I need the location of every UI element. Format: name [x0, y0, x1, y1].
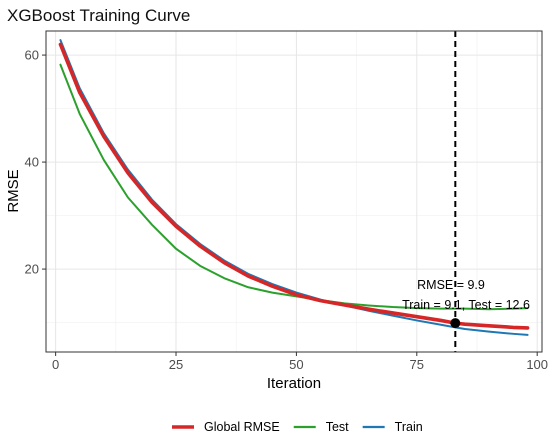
- chart-title: XGBoost Training Curve: [7, 6, 190, 25]
- x-axis-title: Iteration: [267, 375, 321, 392]
- y-axis-title: RMSE: [5, 169, 22, 212]
- x-tick-label: 75: [410, 357, 424, 372]
- legend-label-train: Train: [395, 420, 423, 434]
- axis-ticks: 0 25 50 75 100 20 40 60: [25, 48, 549, 372]
- legend: Global RMSE Test Train: [172, 420, 423, 434]
- y-tick-label: 60: [25, 48, 39, 63]
- annotation-train-test: Train = 9.1, Test = 12.6: [402, 298, 530, 312]
- series-line-test: [59, 63, 529, 311]
- legend-label-test: Test: [326, 420, 349, 434]
- markers: [450, 31, 461, 352]
- y-tick-label: 20: [25, 262, 39, 277]
- y-tick-label: 40: [25, 155, 39, 170]
- grid-major: [46, 31, 542, 352]
- plot-panel-border: [45, 30, 543, 353]
- grid-minor: [46, 31, 542, 352]
- x-tick-label: 0: [52, 357, 59, 372]
- annotation-rmse: RMSE = 9.9: [417, 278, 485, 292]
- x-tick-label: 100: [526, 357, 548, 372]
- x-tick-label: 50: [289, 357, 303, 372]
- legend-label-global-rmse: Global RMSE: [204, 420, 280, 434]
- x-tick-label: 25: [169, 357, 183, 372]
- best-iteration-point: [450, 318, 461, 329]
